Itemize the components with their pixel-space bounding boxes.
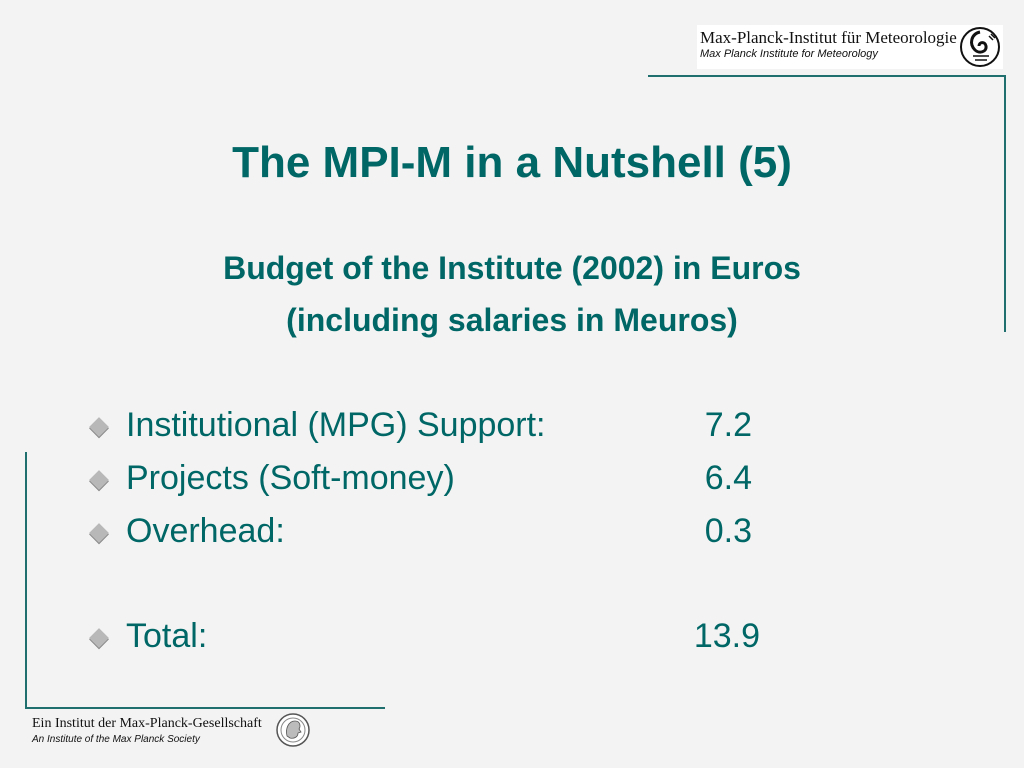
diamond-bullet-icon (89, 628, 109, 648)
institute-name-german: Max-Planck-Institut für Meteorologie (700, 28, 957, 47)
budget-item-total: Total: 13.9 (89, 617, 790, 657)
budget-item-value: 6.4 (704, 459, 752, 497)
institute-name-english: Max Planck Institute for Meteorology (700, 48, 878, 60)
mpi-meteorology-logo-icon (960, 27, 1000, 67)
budget-item-label: Institutional (MPG) Support: (126, 406, 546, 444)
budget-item-label: Total: (126, 617, 208, 655)
budget-item-overhead: Overhead: 0.3 (89, 512, 790, 552)
budget-item-label: Overhead: (126, 512, 285, 550)
diamond-bullet-icon (89, 417, 109, 437)
society-name-english: An Institute of the Max Planck Society (32, 734, 200, 745)
frame-line-left (25, 452, 27, 709)
header-institute-logo: Max-Planck-Institut für Meteorologie Max… (697, 25, 1003, 69)
slide-subtitle-line2: (including salaries in Meuros) (286, 302, 738, 338)
diamond-bullet-icon (89, 470, 109, 490)
slide-subtitle-line1: Budget of the Institute (2002) in Euros (223, 250, 801, 286)
budget-item-label: Projects (Soft-money) (126, 459, 455, 497)
footer-society-logo: Ein Institut der Max-Planck-Gesellschaft… (32, 712, 312, 752)
budget-item-value: 0.3 (704, 512, 752, 550)
frame-line-bottom (25, 707, 385, 709)
society-name-german: Ein Institut der Max-Planck-Gesellschaft (32, 716, 262, 731)
diamond-bullet-icon (89, 523, 109, 543)
budget-item-institutional: Institutional (MPG) Support: 7.2 (89, 406, 790, 446)
budget-item-value: 13.9 (693, 617, 760, 655)
frame-line-right (1004, 75, 1006, 332)
frame-line-top (648, 75, 1006, 77)
budget-item-value: 7.2 (704, 406, 752, 444)
minerva-head-icon (276, 713, 310, 747)
slide-title: The MPI-M in a Nutshell (5) (232, 138, 792, 187)
budget-item-projects: Projects (Soft-money) 6.4 (89, 459, 790, 499)
